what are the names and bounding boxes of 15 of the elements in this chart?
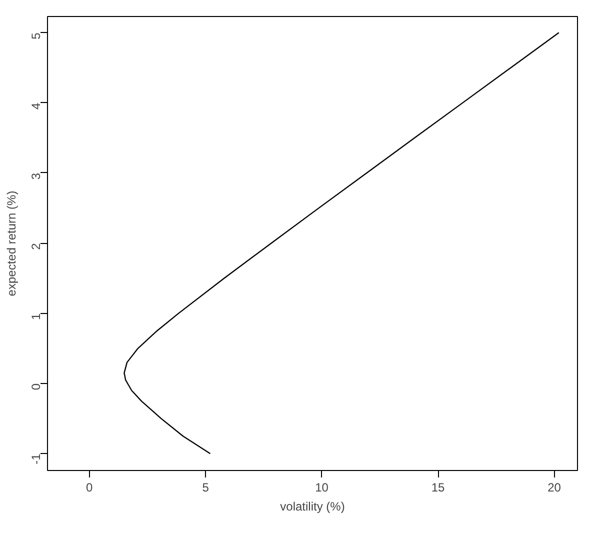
y-tick-label: 4 xyxy=(29,102,43,110)
x-tick-label: 15 xyxy=(431,480,446,494)
x-tick-label: 0 xyxy=(86,480,94,494)
x-tick-label: 5 xyxy=(202,480,210,494)
x-tick-label: 20 xyxy=(548,480,562,494)
y-tick-label: 0 xyxy=(29,383,43,390)
y-tick-label: 5 xyxy=(29,32,43,40)
x-axis-title: volatility (%) xyxy=(280,500,345,514)
y-tick-label: 1 xyxy=(29,312,43,320)
y-axis-title: expected return (%) xyxy=(4,190,18,296)
x-tick-label: 10 xyxy=(315,480,329,494)
y-tick-label: 3 xyxy=(29,172,43,180)
line-series xyxy=(124,32,560,454)
y-tick-label: 2 xyxy=(29,242,43,250)
y-tick-label: -1 xyxy=(29,453,43,464)
